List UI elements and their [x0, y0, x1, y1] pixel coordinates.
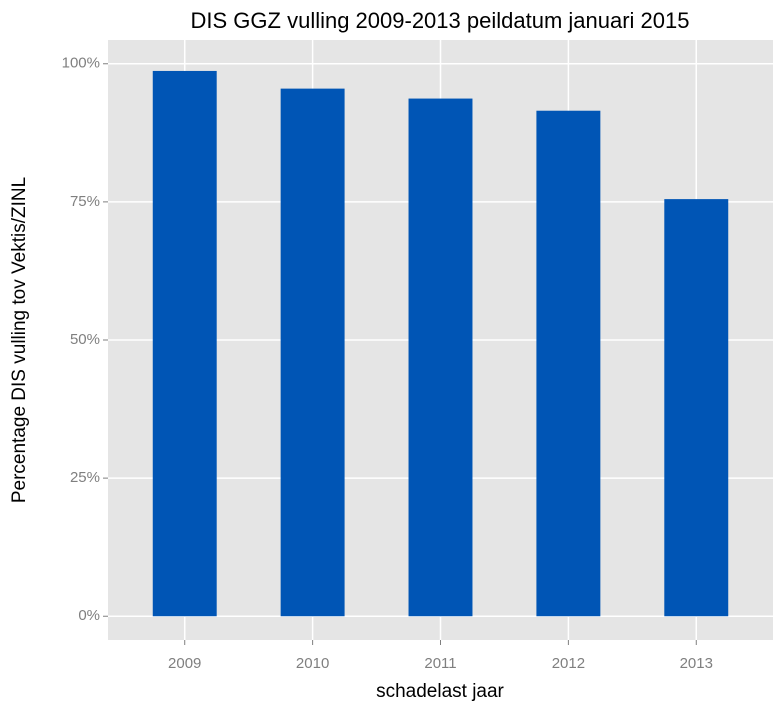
y-tick-label: 0%: [78, 607, 100, 624]
x-tick-label: 2013: [680, 655, 713, 672]
bar: [280, 88, 345, 617]
chart-title: DIS GGZ vulling 2009-2013 peildatum janu…: [191, 8, 690, 33]
x-tick-label: 2010: [296, 655, 329, 672]
bar: [408, 98, 473, 617]
bar: [152, 70, 217, 617]
y-tick-label: 100%: [62, 55, 100, 72]
y-tick-label: 50%: [70, 331, 100, 348]
y-tick-label: 75%: [70, 193, 100, 210]
x-tick-label: 2009: [168, 655, 201, 672]
x-axis-title: schadelast jaar: [376, 681, 504, 702]
bar: [536, 110, 601, 617]
y-axis-title: Percentage DIS vulling tov Vektis/ZINL: [9, 177, 30, 503]
y-tick-label: 25%: [70, 469, 100, 486]
x-tick-label: 2011: [424, 655, 456, 672]
x-tick-label: 2012: [552, 655, 585, 672]
bar: [664, 199, 729, 617]
